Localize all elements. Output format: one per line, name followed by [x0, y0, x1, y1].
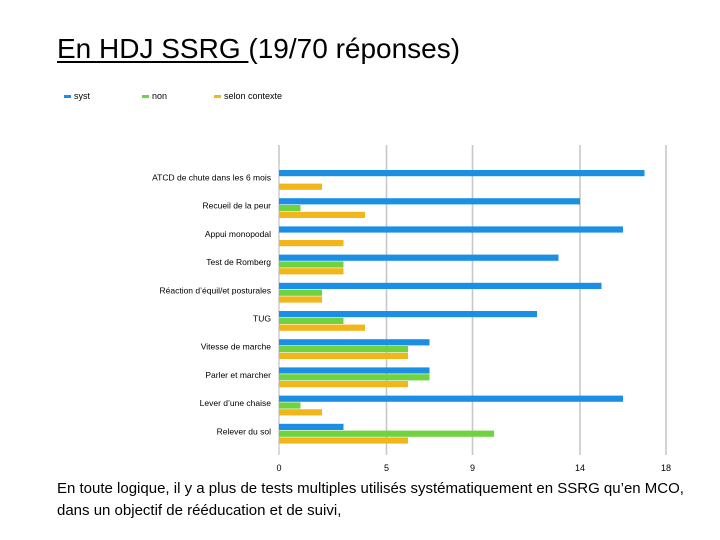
- bar-selon-contexte: [279, 381, 408, 388]
- bar-syst: [279, 311, 537, 318]
- bar-syst: [279, 339, 430, 346]
- bar-selon-contexte: [279, 409, 322, 416]
- bar-selon-contexte: [279, 437, 408, 444]
- legend-item: selon contexte: [214, 90, 282, 102]
- category-label: ATCD de chute dans les 6 mois: [152, 173, 271, 183]
- bar-syst: [279, 367, 430, 374]
- x-tick-label: 5: [384, 463, 389, 473]
- bar-selon-contexte: [279, 183, 322, 190]
- bar-syst: [279, 198, 580, 205]
- bar-selon-contexte: [279, 324, 365, 331]
- bar-non: [279, 430, 494, 437]
- bar-syst: [279, 226, 623, 233]
- bar-selon-contexte: [279, 211, 365, 218]
- slide-title: En HDJ SSRG (19/70 réponses): [57, 30, 460, 68]
- legend-label: non: [152, 91, 168, 101]
- category-label: Appui monopodal: [205, 229, 271, 239]
- bar-syst: [279, 395, 623, 402]
- bar-syst: [279, 170, 645, 177]
- category-label: Vitesse de marche: [201, 342, 272, 352]
- bar-non: [279, 205, 301, 212]
- legend-item: non: [142, 90, 167, 102]
- slide-title-rest: (19/70 réponses): [248, 33, 461, 64]
- category-label: Parler et marcher: [205, 370, 271, 380]
- legend-swatch: [142, 94, 149, 98]
- bar-syst: [279, 282, 602, 289]
- bar-syst: [279, 423, 344, 430]
- slide-title-underlined: En HDJ SSRG: [57, 33, 249, 64]
- legend-swatch: [64, 94, 71, 98]
- legend-label: selon contexte: [224, 91, 283, 101]
- bar-non: [279, 289, 322, 296]
- category-label: Test de Romberg: [206, 257, 271, 267]
- x-tick-label: 18: [661, 463, 671, 473]
- bar-non: [279, 402, 301, 409]
- bar-selon-contexte: [279, 296, 322, 303]
- bar-non: [279, 374, 430, 381]
- legend-item: syst: [64, 90, 90, 102]
- x-tick-label: 9: [470, 463, 475, 473]
- legend-swatch: [214, 94, 221, 98]
- caption: En toute logique, il y a plus de tests m…: [57, 480, 684, 519]
- bar-selon-contexte: [279, 352, 408, 359]
- category-label: TUG: [253, 314, 271, 324]
- legend-label: syst: [74, 91, 91, 101]
- category-label: Réaction d’équil/et posturales: [159, 285, 271, 295]
- x-tick-label: 0: [276, 463, 281, 473]
- category-label: Lever d’une chaise: [200, 398, 272, 408]
- category-label: Relever du sol: [217, 426, 271, 436]
- category-label: Recueil de la peur: [202, 201, 271, 211]
- bar-non: [279, 261, 344, 268]
- bar-non: [279, 317, 344, 324]
- bar-syst: [279, 254, 559, 261]
- bar-selon-contexte: [279, 240, 344, 247]
- x-tick-label: 14: [575, 463, 585, 473]
- bar-selon-contexte: [279, 268, 344, 275]
- bar-non: [279, 346, 408, 353]
